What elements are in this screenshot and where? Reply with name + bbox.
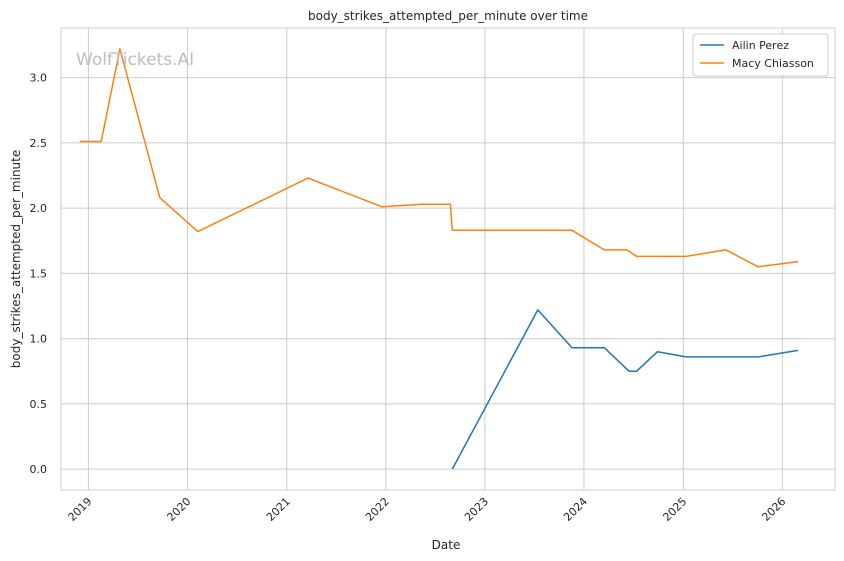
series-line-ailin-perez xyxy=(451,309,799,470)
x-tick-label: 2023 xyxy=(462,495,491,524)
x-tick-label: 2026 xyxy=(759,495,788,524)
y-tick-labels: 0.0 0.5 1.0 1.5 2.0 2.5 3.0 xyxy=(30,72,48,477)
x-tick-label: 2025 xyxy=(660,495,689,524)
y-tick-label: 0.5 xyxy=(30,398,48,411)
x-tick-label: 2022 xyxy=(363,495,392,524)
y-tick-label: 3.0 xyxy=(30,72,48,85)
series-layer xyxy=(79,48,799,470)
grid xyxy=(61,28,835,490)
x-axis-label: Date xyxy=(432,538,461,552)
series-line-macy-chiasson xyxy=(79,48,799,268)
x-tick-label: 2020 xyxy=(165,495,194,524)
x-tick-label: 2024 xyxy=(561,495,590,524)
chart-title: body_strikes_attempted_per_minute over t… xyxy=(308,9,588,23)
y-tick-label: 1.0 xyxy=(30,333,48,346)
legend-label-ailin-perez: Ailin Perez xyxy=(732,39,789,52)
y-tick-label: 2.0 xyxy=(30,202,48,215)
watermark: WolfTickets.AI xyxy=(76,50,194,70)
y-axis-label: body_strikes_attempted_per_minute xyxy=(9,150,23,368)
legend: Ailin Perez Macy Chiasson xyxy=(692,33,829,77)
x-tick-label: 2021 xyxy=(264,495,293,524)
x-tick-labels: 2019 2020 2021 2022 2023 2024 2025 2026 xyxy=(66,495,789,524)
legend-label-macy-chiasson: Macy Chiasson xyxy=(732,57,814,70)
x-tick-label: 2019 xyxy=(66,495,95,524)
y-tick-label: 0.0 xyxy=(30,463,48,476)
y-tick-label: 1.5 xyxy=(30,267,48,280)
y-tick-label: 2.5 xyxy=(30,137,48,150)
legend-box xyxy=(692,33,829,77)
plot-area xyxy=(60,27,836,491)
